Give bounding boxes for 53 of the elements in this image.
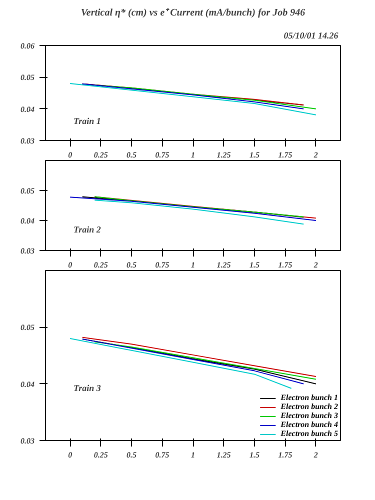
legend-label: Electron bunch 4	[280, 420, 338, 429]
text: 05/10/01 14.26	[284, 30, 339, 40]
x-tick-label: 0.5	[126, 260, 137, 270]
line-series	[70, 196, 316, 221]
x-tick-label: 1.5	[249, 150, 260, 160]
x-tick-label: 2	[312, 450, 318, 460]
y-tick-label: 0.03	[20, 436, 34, 446]
x-tick-label: 0	[68, 150, 72, 160]
annotation: Train 1	[74, 116, 101, 126]
y-tick-label: 0.04	[20, 216, 34, 226]
y-tick-label: 0.06	[20, 42, 34, 50]
y-tick-label: 0.04	[20, 380, 34, 389]
x-tick-label: 1.25	[216, 450, 231, 460]
x-tick-label: 1.25	[216, 150, 231, 160]
x-tick-label: 1.5	[249, 450, 260, 460]
x-tick-label: 0.25	[94, 150, 108, 160]
x-tick-label: 1.75	[278, 260, 292, 270]
y-tick-label: 0.05	[20, 73, 34, 82]
x-tick-label: 2	[312, 150, 318, 160]
line-series	[94, 200, 304, 225]
x-tick-label: 0	[68, 450, 72, 460]
x-tick-label: 0.5	[126, 450, 137, 460]
x-tick-label: 0.75	[155, 150, 170, 160]
legend-label: Electron bunch 2	[280, 402, 338, 411]
y-tick-label: 0.05	[20, 186, 34, 196]
x-tick-label: 0	[68, 260, 72, 270]
x-tick-label: 1.5	[249, 260, 260, 270]
chart-title: Vertical η* (cm) vs e⁺ Current (mA/bunch) for Job 946	[80, 8, 306, 18]
x-tick-label: 1.75	[278, 450, 292, 460]
x-tick-label: 0.25	[94, 450, 108, 460]
y-tick-label: 0.04	[20, 104, 34, 114]
x-tick-label: 0.5	[126, 150, 137, 160]
line-series	[82, 336, 316, 377]
legend-label: Electron bunch 5	[280, 429, 338, 438]
y-tick-label: 0.03	[20, 136, 34, 146]
x-tick-label: 1.75	[278, 150, 292, 160]
x-tick-label: 1	[191, 260, 195, 270]
x-tick-label: 2	[312, 260, 318, 270]
x-tick-label: 0.75	[155, 260, 170, 270]
x-tick-label: 1	[191, 150, 195, 160]
legend-label: Electron bunch 1	[280, 393, 338, 402]
y-tick-label: 0.03	[20, 246, 34, 256]
annotation: Train 2	[74, 224, 102, 234]
line-series	[70, 83, 316, 116]
legend-label: Electron bunch 3	[280, 411, 338, 420]
x-tick-label: 0.75	[155, 450, 170, 460]
line-series	[94, 84, 316, 110]
x-tick-label: 1	[191, 450, 195, 460]
annotation: Train 3	[74, 382, 102, 393]
x-tick-label: 0.25	[94, 260, 108, 270]
line-series	[94, 341, 316, 380]
y-tick-label: 0.05	[20, 323, 34, 332]
x-tick-label: 1.25	[216, 260, 231, 270]
